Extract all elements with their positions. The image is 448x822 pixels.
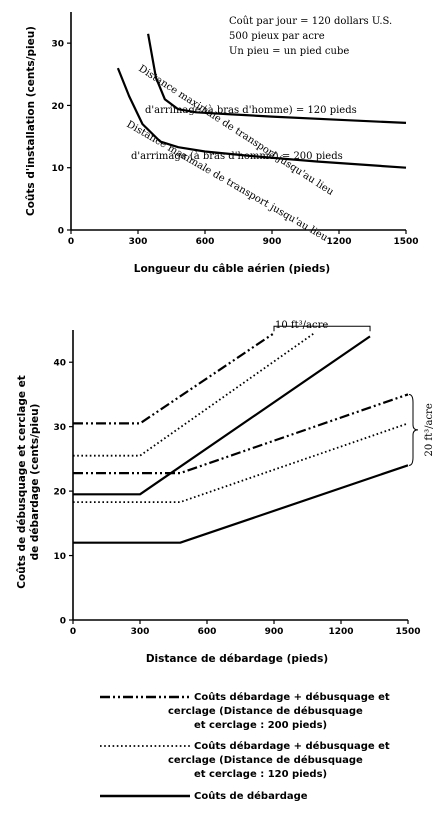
- bracket-label-10-ft3: 10 ft³/acre: [275, 320, 328, 331]
- series-label: Distance maximale de transport jusqu'au …: [125, 119, 330, 244]
- y-tick-label: 10: [51, 164, 64, 174]
- x-axis-label: Distance de débardage (pieds): [146, 653, 328, 665]
- x-tick-label: 1500: [395, 627, 420, 637]
- legend-label: et cerclage : 200 pieds): [194, 720, 327, 731]
- annotation-text: 500 pieux par acre: [229, 31, 325, 42]
- series-line-1: [73, 332, 275, 425]
- x-tick-label: 0: [68, 237, 74, 247]
- x-tick-label: 1500: [393, 237, 418, 247]
- series-label: Distance maximale de transport jusqu'au …: [136, 63, 336, 198]
- y-tick-label: 30: [51, 40, 64, 50]
- series-line-4: [73, 393, 409, 475]
- legend-label: Coûts débardage + débusquage et: [194, 691, 390, 703]
- x-tick-label: 900: [263, 237, 282, 247]
- y-tick-label: 10: [53, 552, 66, 562]
- skidding-cost-chart: 0 300 600 900 1200 1500 0 10 20 30 40 10 ft³/acre 20…: [16, 320, 435, 665]
- series-line-3: [73, 335, 371, 496]
- brace-20-ft3: [408, 393, 419, 466]
- series-line-1: [147, 33, 407, 124]
- annotation-text: Coût par jour = 120 dollars U.S.: [229, 16, 392, 27]
- y-tick-label: 40: [53, 359, 66, 369]
- x-axis-label: Longueur du câble aérien (pieds): [134, 263, 331, 275]
- brace-label-20-ft3: 20 ft³/acre: [424, 403, 435, 456]
- y-axis-label-line-1: Coûts de débusquage et cerclage et: [16, 375, 28, 589]
- y-tick-label: 20: [53, 488, 66, 498]
- y-tick-label: 0: [58, 227, 64, 237]
- legend-label: cerclage (Distance de débusquage: [168, 754, 363, 766]
- x-tick-label: 1200: [326, 237, 351, 247]
- x-tick-label: 900: [265, 627, 284, 637]
- series-label: d'arrimage (à bras d'homme) = 200 pieds: [131, 151, 343, 162]
- annotation-text: Un pieu = un pied cube: [229, 46, 349, 57]
- y-axis-label: Coûts d'installation (cents/pieu): [25, 26, 37, 216]
- legend-label: et cerclage : 120 pieds): [194, 769, 327, 780]
- series-line-6: [73, 464, 409, 544]
- x-tick-label: 600: [198, 627, 217, 637]
- series-line-2: [116, 67, 407, 169]
- legend-label: Coûts de débardage: [194, 790, 308, 802]
- y-tick-label: 0: [60, 617, 66, 627]
- y-axis-label-line-2: de débardage (cents/pieu): [29, 404, 41, 561]
- legend: Coûts débardage + débusquage et cerclage …: [100, 691, 390, 802]
- series-line-2: [73, 332, 315, 457]
- y-tick-label: 30: [53, 423, 66, 433]
- series-line-5: [73, 422, 409, 504]
- x-tick-label: 1200: [328, 627, 353, 637]
- legend-label: Coûts débardage + débusquage et: [194, 740, 390, 752]
- x-tick-label: 300: [129, 237, 148, 247]
- bracket-10-ft3: [273, 325, 371, 332]
- x-tick-label: 300: [131, 627, 150, 637]
- x-tick-label: 0: [70, 627, 76, 637]
- series-label: d'arrimage (à bras d'homme) = 120 pieds: [145, 105, 357, 116]
- y-tick-label: 20: [51, 102, 64, 112]
- x-tick-label: 600: [196, 237, 215, 247]
- installation-cost-chart: 0 300 600 900 1200 1500 0 10 20 30 Distance maxima…: [25, 12, 419, 275]
- legend-label: cerclage (Distance de débusquage: [168, 705, 363, 717]
